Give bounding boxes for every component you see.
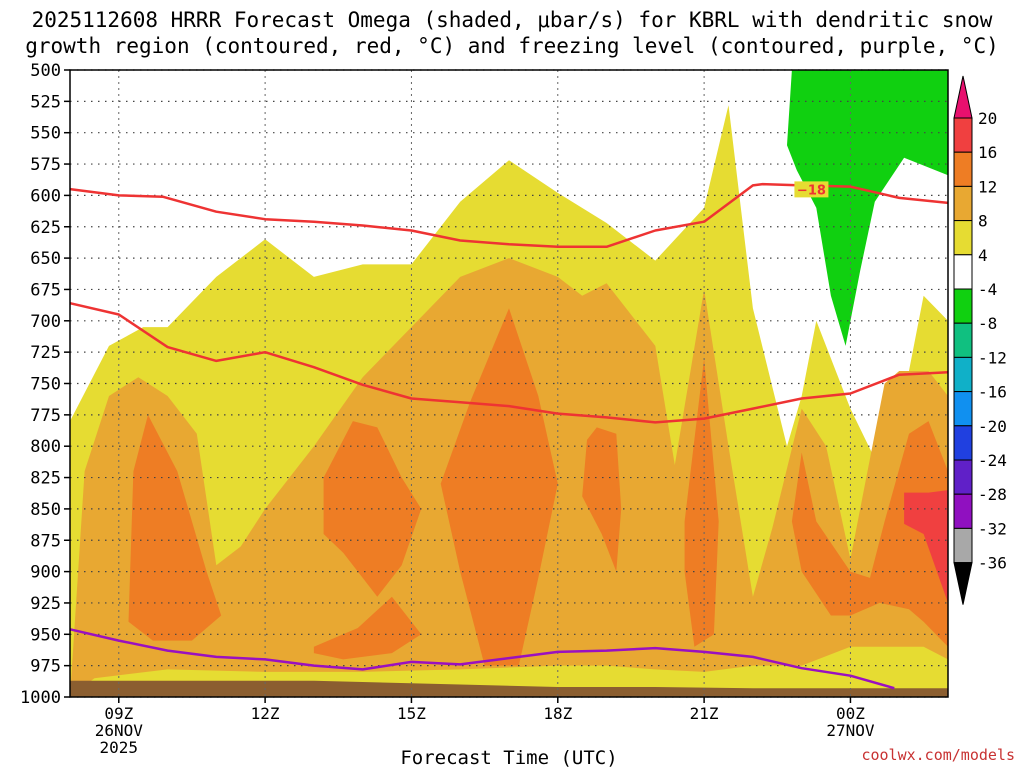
- y-tick-label: 775: [30, 406, 61, 426]
- colorbar-label: 16: [978, 143, 997, 162]
- x-axis-label: Forecast Time (UTC): [400, 747, 617, 768]
- chart-title-line-1: 2025112608 HRRR Forecast Omega (shaded, …: [32, 8, 993, 32]
- colorbar-bin-8: [953, 356, 973, 393]
- colorbar-label: -28: [978, 485, 1007, 504]
- omega-region-10: [787, 70, 948, 346]
- colorbar-bin-11: [953, 459, 973, 495]
- credit-text: coolwx.com/models: [861, 746, 1015, 764]
- y-axis: 500 525 550 575 600 625 650 675 700 725 750 775 800 8…: [20, 61, 70, 708]
- omega-region-3: [313, 596, 422, 660]
- colorbar-label: -20: [978, 417, 1007, 436]
- colorbar-label: -32: [978, 519, 1007, 538]
- colorbar-bottom-arrow: [953, 562, 973, 605]
- colorbar-bin-2: [953, 151, 973, 187]
- y-tick-label: 900: [30, 563, 61, 583]
- x-tick-label: 18Z: [543, 704, 572, 723]
- y-tick-label: 975: [30, 657, 61, 677]
- colorbar-label: 4: [978, 246, 988, 265]
- below-ground-fill: [70, 680, 948, 697]
- x-tick-label: 15Z: [397, 704, 426, 723]
- colorbar-label: -8: [978, 314, 997, 333]
- y-tick-label: 525: [30, 92, 61, 112]
- colorbar-bin-5: [953, 254, 973, 290]
- x-tick-label: 12Z: [251, 704, 280, 723]
- y-tick-label: 800: [30, 437, 61, 457]
- y-tick-label: 675: [30, 280, 61, 300]
- colorbar-bin-13: [953, 527, 973, 564]
- plot-gridlines: [70, 69, 948, 698]
- x-tick-label: 00Z: [836, 704, 865, 723]
- colorbar-label: 12: [978, 177, 997, 196]
- y-tick-label: 825: [30, 469, 61, 489]
- y-tick-label: 950: [30, 625, 61, 645]
- contour-lines: −18: [69, 181, 949, 690]
- x-tick-label: 26NOV: [95, 721, 144, 740]
- colorbar-bin-4: [953, 220, 973, 256]
- y-tick-label: 650: [30, 249, 61, 269]
- x-tick-label: 2025: [100, 738, 139, 757]
- omega-region-7: [684, 358, 719, 647]
- colorbar-bin-3: [953, 185, 973, 222]
- y-tick-label: 700: [30, 312, 61, 332]
- freezing-level-contour: [69, 628, 895, 690]
- colorbar: 20 16 12 8 4 -4 -8 -12 -16 -20 -24 -28 -32 -36: [953, 75, 1007, 605]
- x-tick-label: 09Z: [104, 704, 133, 723]
- chart-title-line-2: growth region (contoured, red, °C) and f…: [25, 34, 999, 58]
- omega-region-6: [582, 427, 622, 572]
- colorbar-bin-12: [953, 493, 973, 529]
- y-tick-label: 550: [30, 124, 61, 144]
- colorbar-bin-9: [953, 391, 973, 427]
- colorbar-label: -12: [978, 348, 1007, 367]
- colorbar-label: -16: [978, 383, 1007, 402]
- colorbar-label: 20: [978, 109, 997, 128]
- y-tick-label: 600: [30, 186, 61, 206]
- omega-region-9: [904, 490, 948, 603]
- y-tick-label: 500: [30, 61, 61, 81]
- colorbar-bin-1: [953, 117, 973, 153]
- contour-label: −18: [797, 183, 826, 198]
- x-tick-label: 27NOV: [826, 721, 875, 740]
- colorbar-label: -4: [978, 280, 997, 299]
- y-tick-label: 850: [30, 500, 61, 520]
- y-tick-label: 725: [30, 343, 61, 363]
- x-tick-label: 21Z: [690, 704, 719, 723]
- colorbar-bin-6: [953, 288, 973, 324]
- y-tick-label: 750: [30, 375, 61, 395]
- y-tick-label: 625: [30, 218, 61, 238]
- contour-label-bg: [794, 181, 829, 198]
- y-tick-label: 875: [30, 531, 61, 551]
- colorbar-top-arrow: [953, 75, 973, 119]
- colorbar-label: 8: [978, 212, 988, 231]
- y-tick-label: 925: [30, 594, 61, 614]
- colorbar-bin-10: [953, 425, 973, 461]
- colorbar-label: -36: [978, 554, 1007, 573]
- omega-region-5: [440, 308, 558, 666]
- omega-shading: [70, 70, 948, 698]
- colorbar-label: -24: [978, 451, 1007, 470]
- y-tick-label: 575: [30, 155, 61, 175]
- dendritic-contour-1: [69, 301, 949, 424]
- y-tick-label: 1000: [20, 688, 61, 708]
- omega-region-8: [791, 421, 948, 647]
- colorbar-bin-7: [953, 322, 973, 358]
- omega-region-2: [128, 414, 222, 641]
